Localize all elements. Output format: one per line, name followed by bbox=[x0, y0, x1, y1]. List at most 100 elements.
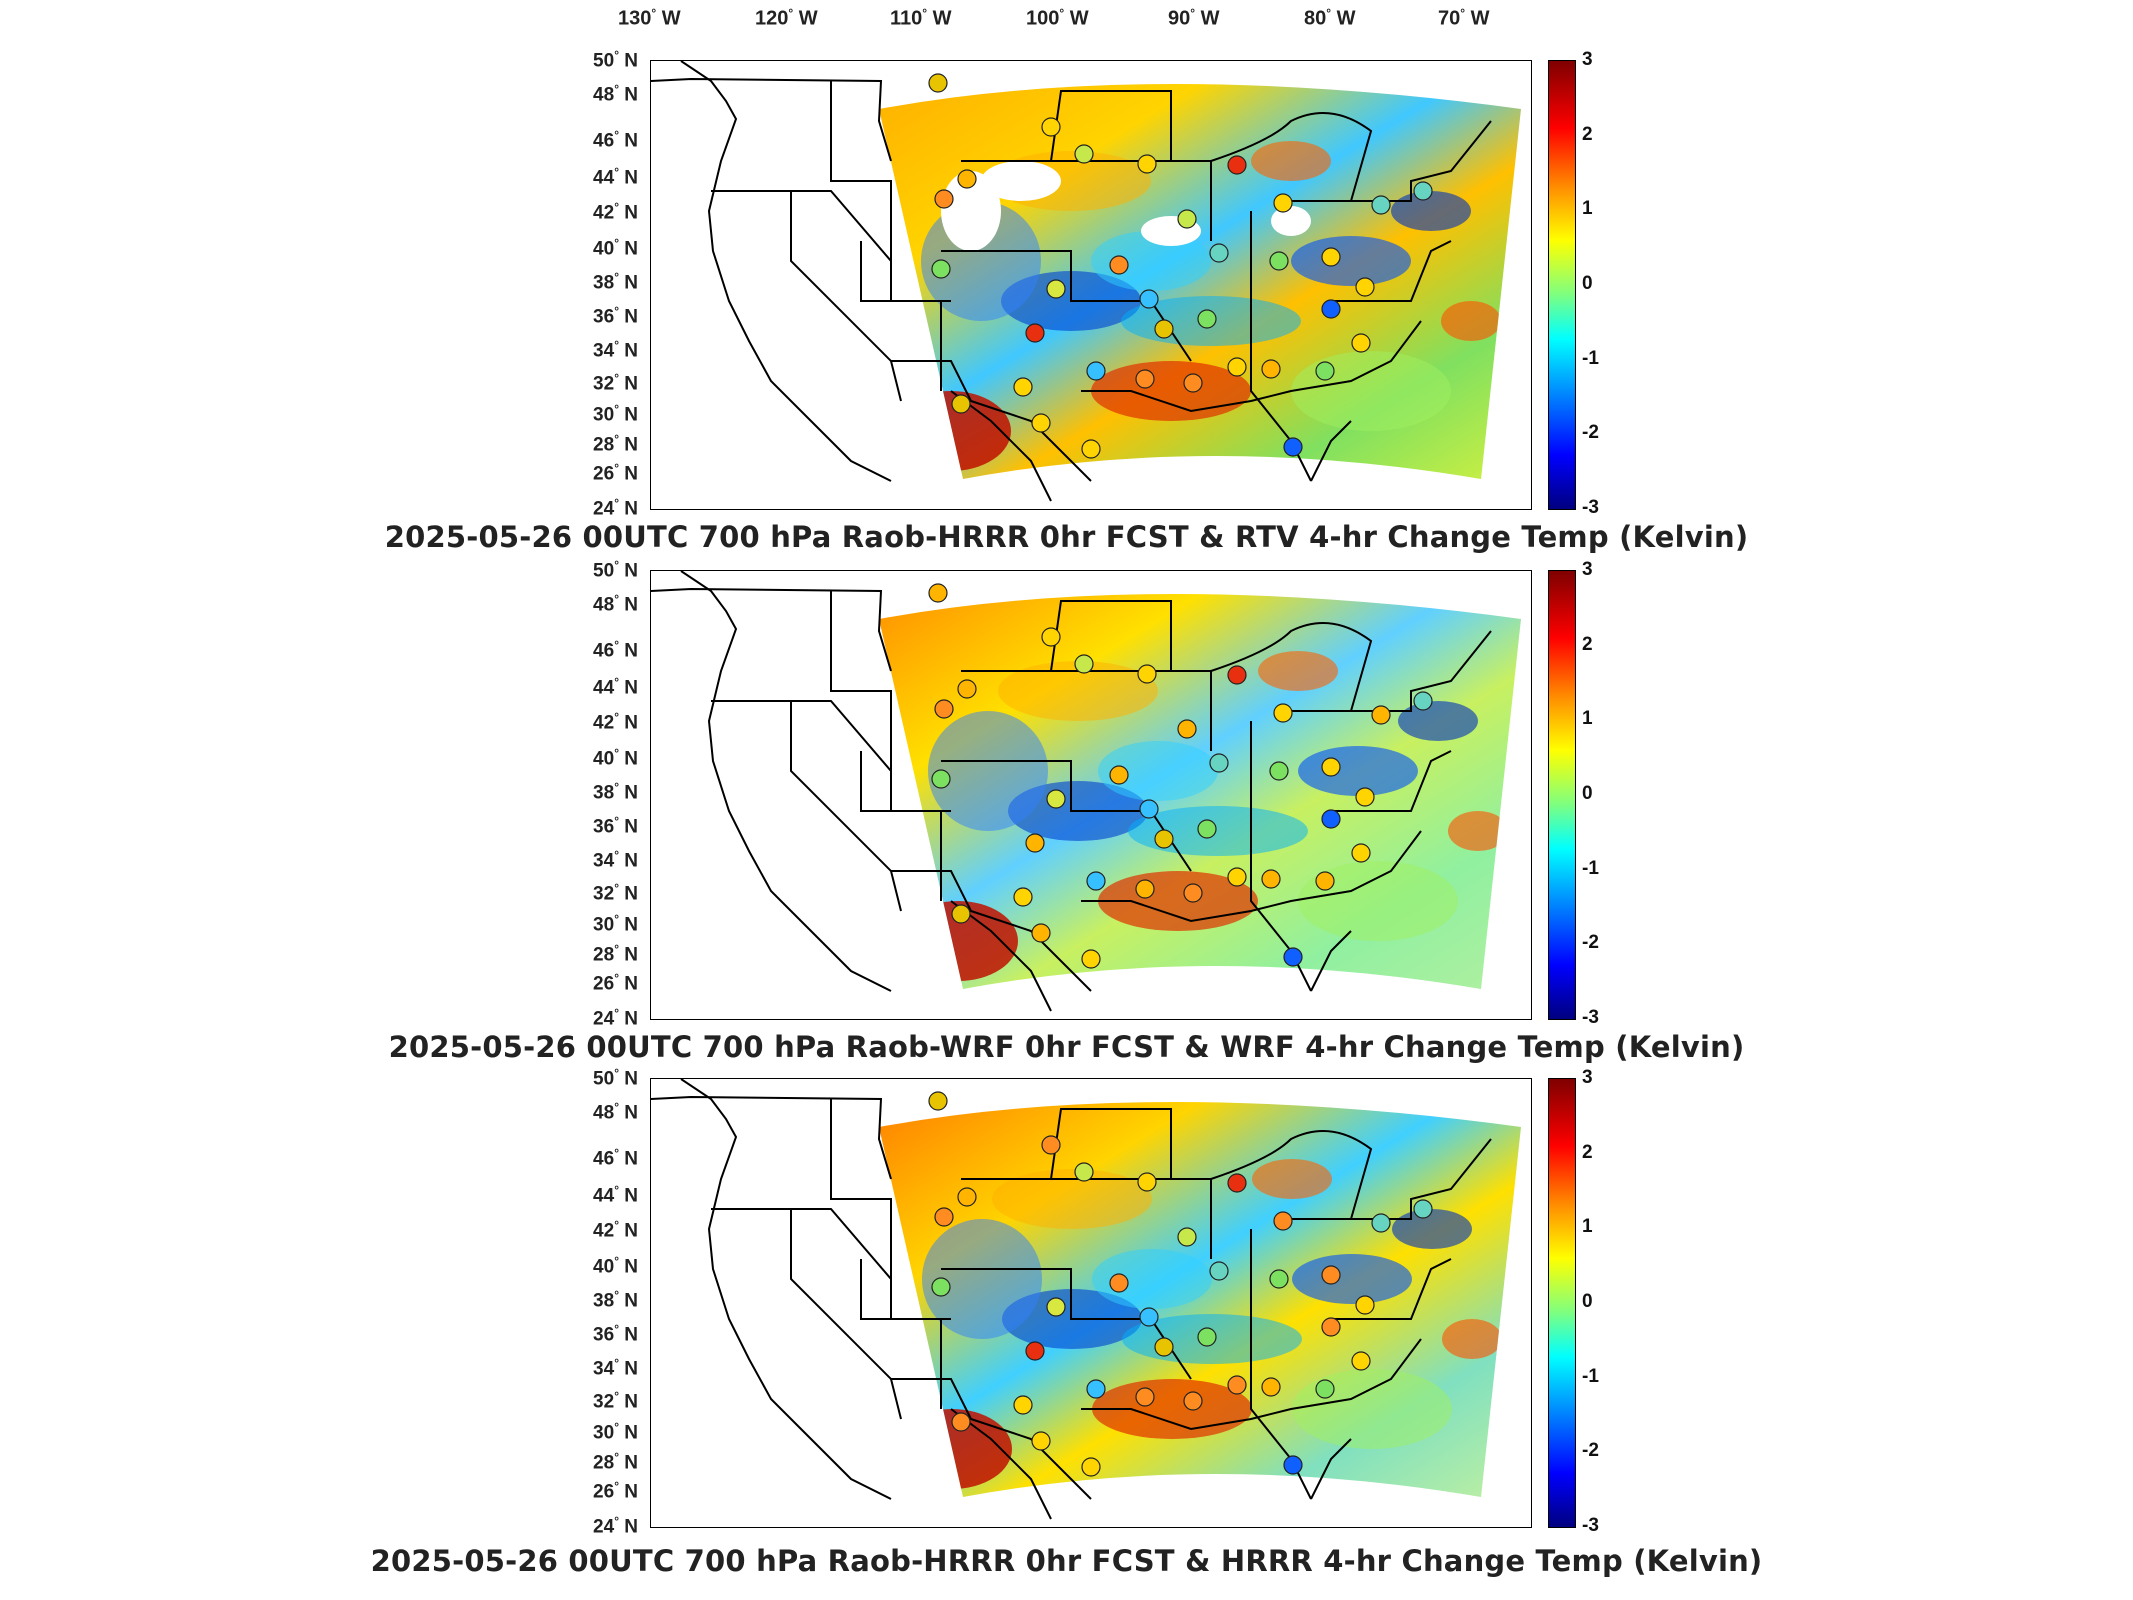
lat-label: 26° N bbox=[593, 1479, 638, 1503]
state-boundary-line bbox=[1310, 930, 1352, 992]
raob-station-marker bbox=[1031, 1431, 1051, 1451]
colorbar-tick-label: -3 bbox=[1582, 1007, 1599, 1028]
raob-station-marker bbox=[1197, 309, 1217, 329]
raob-station-marker bbox=[1227, 155, 1247, 175]
state-boundary-line bbox=[790, 191, 902, 402]
raob-station-marker bbox=[1227, 1173, 1247, 1193]
lat-label: 34° N bbox=[593, 1356, 638, 1380]
colorbar-tick-label: 0 bbox=[1582, 783, 1593, 804]
state-boundary-line bbox=[1210, 112, 1373, 202]
raob-station-marker bbox=[1413, 181, 1433, 201]
lat-label: 48° N bbox=[593, 82, 638, 106]
map-frame bbox=[650, 570, 1532, 1020]
raob-station-marker bbox=[1137, 664, 1157, 684]
raob-station-marker bbox=[1137, 1172, 1157, 1192]
raob-station-marker bbox=[928, 1091, 948, 1111]
state-boundary-line bbox=[790, 701, 902, 912]
colorbar-tick-label: -3 bbox=[1582, 1515, 1599, 1536]
state-boundary-line bbox=[1081, 830, 1422, 923]
lat-label: 40° N bbox=[593, 1254, 638, 1278]
lat-label: 48° N bbox=[593, 1100, 638, 1124]
raob-station-marker bbox=[934, 189, 954, 209]
raob-station-marker bbox=[1025, 323, 1045, 343]
raob-station-marker bbox=[1283, 947, 1303, 967]
lat-label: 48° N bbox=[593, 592, 638, 616]
lat-label: 24° N bbox=[593, 1514, 638, 1538]
raob-station-marker bbox=[1197, 819, 1217, 839]
raob-station-marker bbox=[1109, 255, 1129, 275]
lat-label: 34° N bbox=[593, 848, 638, 872]
colorbar-tick-label: 1 bbox=[1582, 708, 1593, 730]
raob-station-marker bbox=[1041, 1135, 1061, 1155]
raob-station-marker bbox=[1273, 703, 1293, 723]
raob-station-marker bbox=[1371, 1213, 1391, 1233]
state-boundary-line bbox=[961, 600, 1172, 672]
raob-station-marker bbox=[1321, 299, 1341, 319]
lon-label: 130° W bbox=[618, 6, 681, 30]
panel-caption: 2025-05-26 00UTC 700 hPa Raob-HRRR 0hr F… bbox=[384, 520, 1749, 554]
temperature-change-map bbox=[651, 571, 1521, 1012]
raob-station-marker bbox=[951, 904, 971, 924]
colorbar-tick-label: 2 bbox=[1582, 633, 1593, 655]
raob-station-marker bbox=[1025, 1341, 1045, 1361]
raob-station-marker bbox=[1086, 871, 1106, 891]
lat-label: 30° N bbox=[593, 402, 638, 426]
lat-label: 36° N bbox=[593, 814, 638, 838]
raob-station-marker bbox=[1177, 209, 1197, 229]
state-boundary-line bbox=[891, 870, 1092, 992]
raob-station-marker bbox=[957, 169, 977, 189]
state-boundary-line bbox=[711, 700, 892, 772]
raob-station-marker bbox=[1227, 357, 1247, 377]
state-boundary-line bbox=[1331, 750, 1452, 812]
lat-label: 44° N bbox=[593, 675, 638, 699]
raob-station-marker bbox=[1013, 1395, 1033, 1415]
raob-station-marker bbox=[1321, 809, 1341, 829]
lon-label: 110° W bbox=[890, 6, 952, 30]
raob-station-marker bbox=[1283, 437, 1303, 457]
lat-label: 38° N bbox=[593, 270, 638, 294]
colorbar bbox=[1548, 1078, 1576, 1528]
raob-station-marker bbox=[1355, 1295, 1375, 1315]
raob-station-marker bbox=[1413, 1199, 1433, 1219]
raob-station-marker bbox=[931, 1277, 951, 1297]
lat-label: 30° N bbox=[593, 1420, 638, 1444]
state-boundary-line bbox=[680, 1079, 892, 1500]
lat-label: 40° N bbox=[593, 746, 638, 770]
colorbar-tick-label: 2 bbox=[1582, 1141, 1593, 1163]
raob-station-marker bbox=[1269, 251, 1289, 271]
raob-station-marker bbox=[1031, 923, 1051, 943]
state-boundary-line bbox=[950, 390, 1052, 502]
lat-label: 42° N bbox=[593, 200, 638, 224]
raob-station-marker bbox=[934, 1207, 954, 1227]
raob-station-marker bbox=[1074, 654, 1094, 674]
raob-station-marker bbox=[1137, 154, 1157, 174]
colorbar-tick-label: 0 bbox=[1582, 1291, 1593, 1312]
state-boundary-line bbox=[680, 571, 892, 992]
state-boundary-line bbox=[1081, 320, 1422, 413]
map-frame bbox=[650, 60, 1532, 510]
lat-label: 32° N bbox=[593, 371, 638, 395]
state-boundary-line bbox=[1250, 1229, 1312, 1500]
colorbar-tick-label: 3 bbox=[1582, 49, 1593, 70]
raob-station-marker bbox=[1025, 833, 1045, 853]
state-boundary-line bbox=[961, 90, 1172, 162]
raob-station-marker bbox=[1177, 1227, 1197, 1247]
raob-station-marker bbox=[1227, 867, 1247, 887]
raob-station-marker bbox=[1081, 1457, 1101, 1477]
state-boundary-line bbox=[891, 1378, 1092, 1500]
raob-station-marker bbox=[1227, 1375, 1247, 1395]
raob-station-marker bbox=[1013, 887, 1033, 907]
raob-station-marker bbox=[1135, 369, 1155, 389]
raob-station-marker bbox=[1046, 1297, 1066, 1317]
raob-station-marker bbox=[1139, 799, 1159, 819]
lat-label: 40° N bbox=[593, 236, 638, 260]
colorbar bbox=[1548, 60, 1576, 510]
colorbar-tick-label: 2 bbox=[1582, 123, 1593, 145]
raob-station-marker bbox=[951, 394, 971, 414]
state-boundary-line bbox=[1331, 240, 1452, 302]
lat-label: 32° N bbox=[593, 881, 638, 905]
raob-station-marker bbox=[934, 699, 954, 719]
colorbar-tick-label: -2 bbox=[1582, 1440, 1599, 1462]
state-boundary-line bbox=[1210, 1130, 1373, 1220]
raob-station-marker bbox=[1154, 829, 1174, 849]
